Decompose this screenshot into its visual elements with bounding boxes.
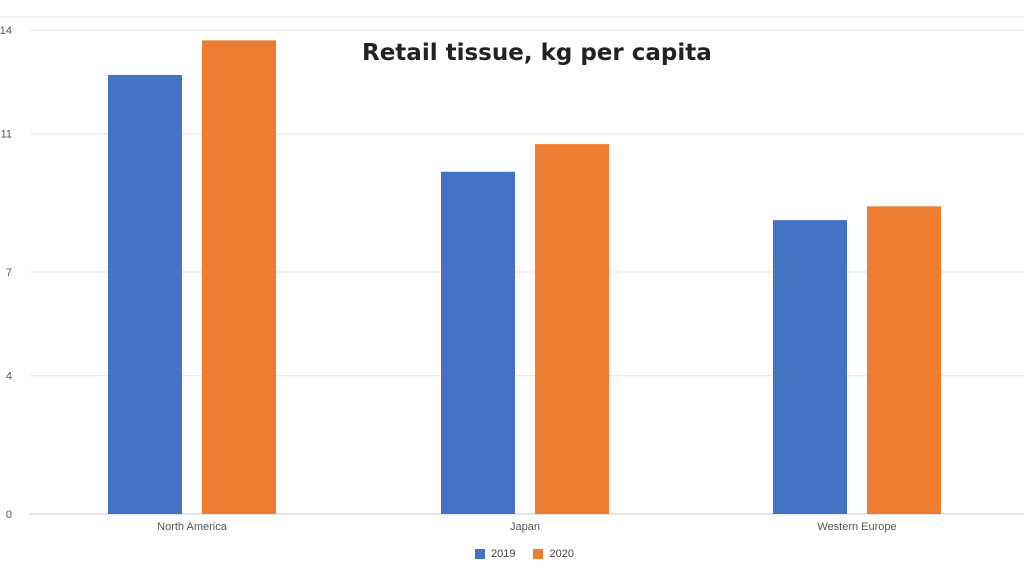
legend-swatch-2020 [533,549,544,559]
bar-2019-japan [441,171,515,514]
x-category-label: Western Europe [817,521,896,533]
legend-item-2020[interactable]: 2020 [533,548,574,560]
bar-2020-north-america [202,40,276,514]
legend-label-2019: 2019 [491,548,516,560]
x-category-label: North America [157,521,228,533]
y-tick-label: 0 [6,509,12,521]
x-axis-labels: North America Japan Western Europe [157,521,897,533]
bar-2019-western-europe [773,220,847,514]
bar-2020-western-europe [867,206,941,515]
bar-2020-japan [535,144,609,515]
y-axis-ticks: 0 4 7 11 14 [0,25,12,521]
bar-2019-north-america [108,74,182,514]
legend-item-2019[interactable]: 2019 [475,548,515,560]
y-tick-label: 7 [6,267,12,279]
chart-title: Retail tissue, kg per capita [362,40,712,66]
y-tick-label: 4 [6,371,12,383]
x-category-label: Japan [510,521,540,533]
legend: 2019 2020 [475,548,574,560]
legend-label-2020: 2020 [549,548,574,560]
gridlines [30,29,1024,515]
y-tick-label: 11 [1,129,12,141]
y-tick-label: 14 [0,25,12,37]
legend-swatch-2019 [475,549,485,559]
bars [108,40,941,515]
